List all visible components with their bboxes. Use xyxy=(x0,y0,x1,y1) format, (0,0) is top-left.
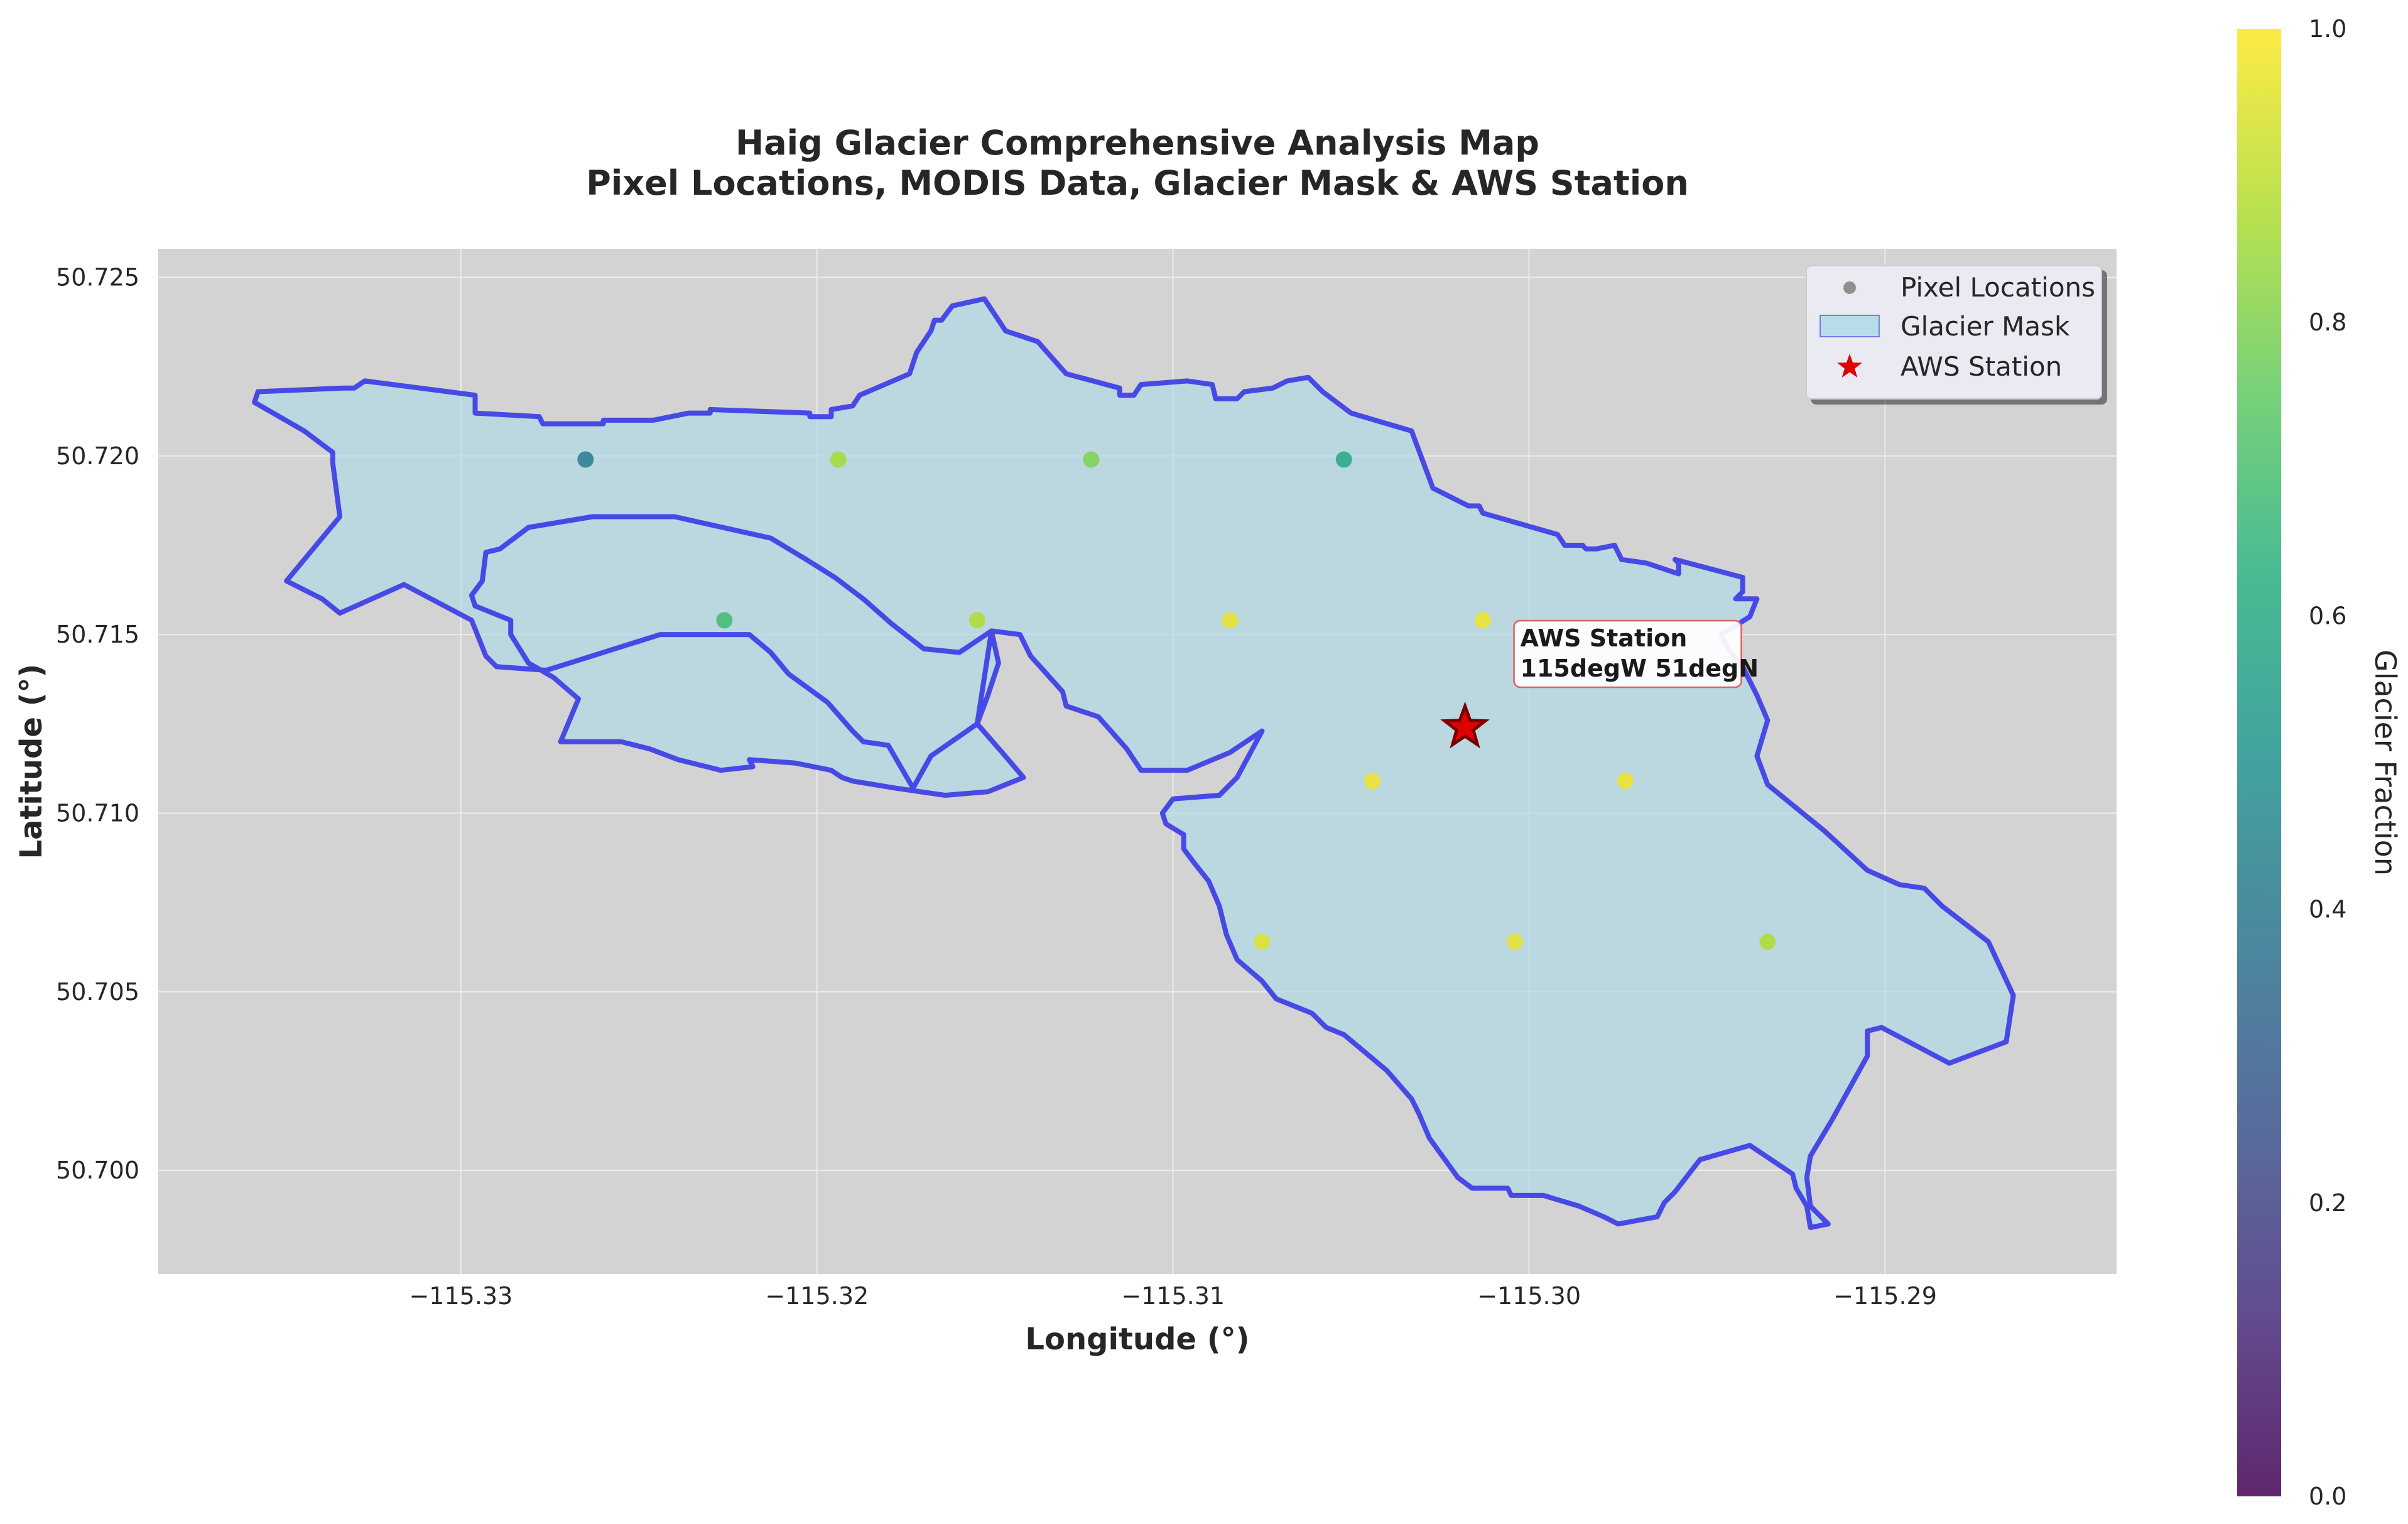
colorbar-tick-label: 0.2 xyxy=(2309,1189,2346,1217)
y-tick-label: 50.710 xyxy=(56,799,139,827)
chart-title-line-1: Haig Glacier Comprehensive Analysis Map xyxy=(735,123,1539,163)
legend-mask-label: Glacier Mask xyxy=(1901,311,2070,342)
colorbar-ticks: 0.0 0.2 0.4 0.6 0.8 1.0 xyxy=(2309,15,2346,1510)
aws-annotation-line-1: AWS Station xyxy=(1521,624,1688,652)
colorbar-label: Glacier Fraction xyxy=(2368,650,2402,876)
chart-title-line-2: Pixel Locations, MODIS Data, Glacier Mas… xyxy=(586,163,1689,203)
legend-aws-label: AWS Station xyxy=(1901,351,2062,382)
glacier-mask-outline xyxy=(252,296,2016,1231)
legend-mask-swatch xyxy=(1820,315,1880,337)
x-axis-ticks: −115.33 −115.32 −115.31 −115.30 −115.29 xyxy=(409,1282,1936,1310)
y-axis-label: Latitude (°) xyxy=(14,664,49,859)
pixel-marker xyxy=(1222,612,1239,629)
aws-station-marker xyxy=(1440,701,1490,749)
glacier-mask-fill xyxy=(254,298,2014,1228)
x-tick-label: −115.32 xyxy=(765,1282,869,1310)
x-tick-label: −115.33 xyxy=(409,1282,513,1310)
pixel-marker xyxy=(1254,933,1271,950)
pixel-marker xyxy=(1364,773,1381,790)
colorbar xyxy=(2237,29,2281,1496)
pixel-marker xyxy=(1759,933,1776,950)
colorbar-tick-label: 1.0 xyxy=(2309,15,2346,43)
y-tick-label: 50.715 xyxy=(56,621,139,648)
aws-annotation-line-2: 115degW 51degN xyxy=(1521,655,1759,682)
pixel-marker xyxy=(1335,451,1352,468)
x-tick-label: −115.30 xyxy=(1477,1282,1581,1310)
pixel-locations xyxy=(577,451,1776,950)
legend-box xyxy=(1806,265,2102,400)
pixel-marker xyxy=(1506,933,1523,950)
y-tick-label: 50.705 xyxy=(56,978,139,1006)
colorbar-tick-label: 0.6 xyxy=(2309,602,2346,629)
legend: Pixel Locations Glacier Mask AWS Station xyxy=(1806,265,2102,400)
x-tick-label: −115.31 xyxy=(1121,1282,1225,1310)
pixel-marker xyxy=(1617,773,1634,790)
pixel-marker xyxy=(577,451,594,468)
y-tick-label: 50.720 xyxy=(56,442,139,470)
legend-pixel-marker xyxy=(1843,281,1856,294)
y-tick-label: 50.700 xyxy=(56,1157,139,1184)
aws-annotation: AWS Station 115degW 51degN xyxy=(1513,619,1759,689)
x-axis-label: Longitude (°) xyxy=(1025,1322,1249,1357)
legend-aws-star-icon xyxy=(1837,354,1862,378)
y-tick-label: 50.725 xyxy=(56,263,139,291)
pixel-marker xyxy=(830,451,847,468)
pixel-marker xyxy=(1083,451,1100,468)
y-axis-ticks: 50.700 50.705 50.710 50.715 50.720 50.725 xyxy=(56,263,139,1184)
x-tick-label: −115.29 xyxy=(1833,1282,1937,1310)
legend-pixel-label: Pixel Locations xyxy=(1901,272,2095,303)
pixel-marker xyxy=(716,612,733,629)
colorbar-tick-label: 0.0 xyxy=(2309,1483,2346,1510)
aws-annotation-box xyxy=(1513,619,1742,689)
colorbar-tick-label: 0.8 xyxy=(2309,308,2346,336)
pixel-marker xyxy=(968,612,985,629)
pixel-marker xyxy=(1474,612,1491,629)
colorbar-tick-label: 0.4 xyxy=(2309,896,2346,923)
